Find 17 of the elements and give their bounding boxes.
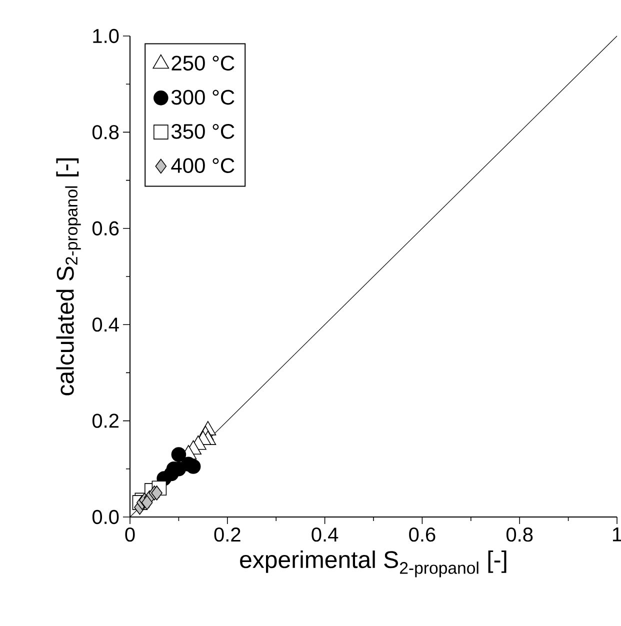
x-axis-title: $\text{experimental S}_{\text{2-propanol}}\text{ [-]}$: [240, 550, 506, 578]
y-axis-title: $\text{calculated S}_{\text{2-propanol}}\text{ [-]}$: [56, 158, 81, 396]
y-tick-label: 0.4: [92, 318, 119, 332]
legend-label: 400 °C: [171, 158, 234, 173]
y-tick-label: 0.8: [92, 125, 119, 140]
x-tick-label: 0.2: [214, 528, 240, 542]
legend-label: 350 °C: [171, 124, 234, 139]
x-tick-label: 0.4: [312, 528, 338, 542]
y-tick-label: 0.2: [92, 414, 118, 428]
legend-label: 250 °C: [172, 56, 234, 71]
x-tick-label: 0: [125, 528, 135, 542]
y-tick-label: 0.6: [92, 221, 119, 236]
x-tick-label: 0.6: [409, 528, 436, 542]
y-tick-label: 0.0: [92, 510, 119, 524]
legend-label: 300 °C: [171, 90, 234, 105]
x-tick-label: 0.8: [506, 528, 533, 542]
y-tick-label: 1.0: [93, 28, 119, 44]
